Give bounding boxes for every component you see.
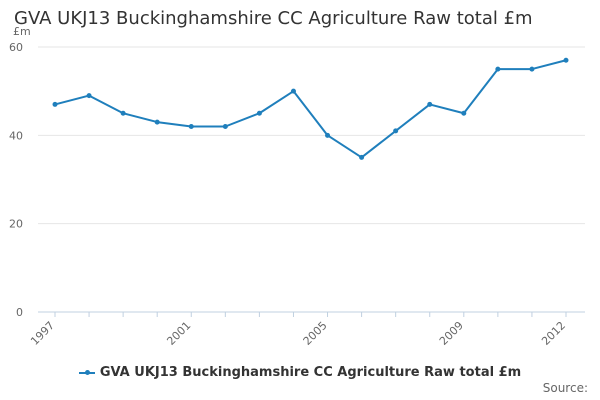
legend-label: GVA UKJ13 Buckinghamshire CC Agriculture… bbox=[99, 365, 522, 380]
y-axis-unit-label: £m bbox=[13, 25, 31, 38]
data-point bbox=[325, 132, 331, 138]
legend-swatch bbox=[78, 369, 95, 375]
y-tick-label: 20 bbox=[9, 218, 23, 231]
x-tick-label: 2012 bbox=[539, 319, 568, 348]
y-tick-label: 0 bbox=[16, 306, 23, 319]
data-point bbox=[86, 93, 92, 99]
data-point bbox=[52, 101, 58, 107]
data-point bbox=[461, 110, 467, 116]
axes: 0 20 40 60 1997 2001 2005 2009 2012 bbox=[9, 41, 585, 348]
y-tick-label: 40 bbox=[9, 129, 23, 142]
data-point bbox=[290, 88, 296, 94]
data-point bbox=[256, 110, 262, 116]
x-tick-label: 2009 bbox=[437, 319, 466, 348]
x-tick-label: 1997 bbox=[28, 319, 57, 348]
data-point bbox=[495, 66, 501, 72]
legend[interactable]: GVA UKJ13 Buckinghamshire CC Agriculture… bbox=[0, 365, 600, 380]
data-point bbox=[427, 101, 433, 107]
x-tick-label: 2005 bbox=[301, 319, 330, 348]
data-point bbox=[154, 119, 160, 125]
x-tick-label: 2001 bbox=[164, 319, 193, 348]
data-point bbox=[359, 154, 365, 160]
data-point bbox=[222, 124, 228, 129]
series-layer bbox=[52, 57, 569, 160]
data-point bbox=[188, 124, 194, 129]
y-tick-label: 60 bbox=[9, 41, 23, 54]
data-point bbox=[563, 57, 569, 63]
source-label: Source: bbox=[542, 381, 588, 395]
data-point bbox=[120, 110, 126, 116]
data-point bbox=[393, 128, 399, 134]
series-line-0 bbox=[54, 59, 567, 159]
gridlines bbox=[38, 46, 585, 225]
data-point bbox=[529, 66, 535, 72]
chart-title: GVA UKJ13 Buckinghamshire CC Agriculture… bbox=[14, 8, 533, 29]
